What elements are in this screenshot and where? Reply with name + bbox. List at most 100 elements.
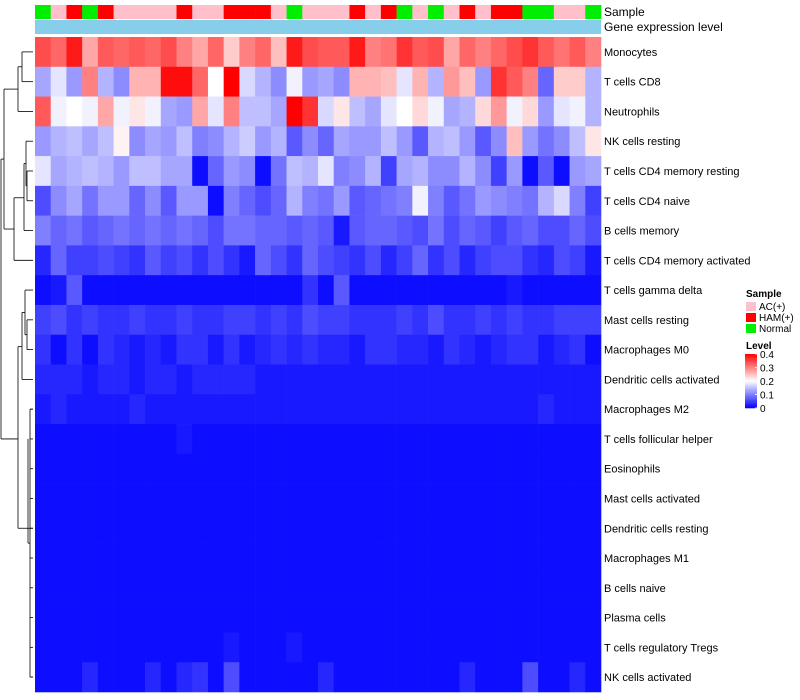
- heatmap-cell: [207, 364, 224, 395]
- heatmap-cell: [207, 513, 224, 544]
- heatmap-cell: [176, 453, 193, 484]
- heatmap-cell: [553, 364, 570, 395]
- heatmap-cell: [192, 543, 209, 574]
- heatmap-cell: [223, 602, 240, 633]
- heatmap-cell: [506, 632, 523, 663]
- heatmap-cell: [160, 543, 177, 574]
- heatmap-cell: [569, 453, 586, 484]
- heatmap-cell: [129, 215, 146, 246]
- heatmap-cell: [569, 572, 586, 603]
- heatmap-cell: [270, 662, 287, 693]
- heatmap-cell: [160, 66, 177, 97]
- heatmap-cell: [569, 632, 586, 663]
- heatmap-cell: [97, 334, 114, 365]
- heatmap-cell: [129, 572, 146, 603]
- heatmap-cell: [443, 632, 460, 663]
- heatmap-cell: [270, 334, 287, 365]
- heatmap-cell: [318, 453, 335, 484]
- heatmap-cell: [82, 602, 99, 633]
- heatmap-cell: [412, 513, 429, 544]
- legend-label: HAM(+): [759, 313, 794, 324]
- heatmap-cell: [286, 483, 303, 514]
- heatmap-cell: [412, 364, 429, 395]
- heatmap-cell: [396, 364, 413, 395]
- heatmap-cell: [553, 245, 570, 276]
- colorbar-segment: [745, 371, 757, 374]
- heatmap-cell: [569, 662, 586, 693]
- colorbar-segment: [745, 403, 757, 406]
- heatmap-cell: [412, 334, 429, 365]
- heatmap-cell: [538, 66, 555, 97]
- row-label: T cells CD4 naive: [604, 196, 690, 208]
- heatmap-cell: [82, 632, 99, 663]
- heatmap-cell: [66, 156, 83, 187]
- heatmap-cell: [302, 126, 319, 157]
- heatmap-cell: [349, 215, 366, 246]
- heatmap-cell: [333, 632, 350, 663]
- row-label: Macrophages M2: [604, 404, 689, 416]
- heatmap-cell: [428, 394, 445, 425]
- heatmap-cell: [223, 334, 240, 365]
- heatmap-cell: [113, 304, 130, 336]
- heatmap-cell: [35, 96, 52, 127]
- legend-label: AC(+): [759, 302, 785, 313]
- heatmap-cell: [365, 245, 382, 276]
- heatmap-cell: [270, 245, 287, 276]
- heatmap-cell: [475, 275, 492, 306]
- heatmap-cell: [443, 245, 460, 276]
- heatmap-cell: [176, 334, 193, 365]
- heatmap-cell: [223, 662, 240, 693]
- heatmap-cell: [443, 483, 460, 514]
- sample-annotation-cell: [365, 5, 382, 19]
- heatmap-cell: [160, 394, 177, 425]
- heatmap-cell: [255, 394, 272, 425]
- heatmap-cell: [538, 275, 555, 306]
- heatmap-cell: [459, 126, 476, 157]
- heatmap-cell: [145, 66, 162, 97]
- colorbar-segment: [745, 389, 757, 391]
- heatmap-cell: [538, 245, 555, 276]
- heatmap-cell: [302, 632, 319, 663]
- heatmap-cell: [506, 572, 523, 603]
- heatmap-cell: [522, 602, 539, 633]
- heatmap-cell: [286, 126, 303, 157]
- heatmap-cell: [255, 602, 272, 633]
- heatmap-cell: [475, 543, 492, 574]
- heatmap-cell: [553, 453, 570, 484]
- heatmap-cell: [113, 275, 130, 306]
- heatmap-cell: [50, 304, 67, 336]
- heatmap-cell: [490, 37, 507, 68]
- heatmap-cell: [239, 304, 256, 336]
- heatmap-cell: [553, 394, 570, 425]
- heatmap-cell: [349, 96, 366, 127]
- heatmap-cell: [239, 275, 256, 306]
- heatmap-cell: [412, 156, 429, 187]
- heatmap-cell: [255, 543, 272, 574]
- heatmap-cell: [585, 156, 602, 187]
- legend-swatch: [746, 302, 756, 311]
- heatmap-cell: [396, 572, 413, 603]
- heatmap-cell: [459, 394, 476, 425]
- heatmap-cell: [286, 96, 303, 127]
- heatmap-cell: [443, 572, 460, 603]
- sample-legend-items: AC(+)HAM(+)Normal: [746, 302, 794, 335]
- heatmap-cell: [97, 245, 114, 276]
- heatmap-cell: [286, 275, 303, 306]
- heatmap-cell: [97, 185, 114, 216]
- heatmap-cell: [35, 632, 52, 663]
- heatmap-cell: [475, 364, 492, 395]
- heatmap-cell: [255, 37, 272, 68]
- heatmap-cell: [176, 215, 193, 246]
- heatmap-cell: [97, 364, 114, 395]
- heatmap-cell: [270, 572, 287, 603]
- heatmap-cell: [145, 632, 162, 663]
- heatmap-cell: [349, 37, 366, 68]
- row-label: Eosinophils: [604, 464, 661, 476]
- heatmap-cell: [66, 483, 83, 514]
- heatmap-cell: [255, 483, 272, 514]
- heatmap-cell: [176, 424, 193, 455]
- heatmap-cell: [207, 304, 224, 336]
- heatmap-cell: [66, 453, 83, 484]
- colorbar-segment: [745, 399, 757, 402]
- heatmap-cell: [365, 364, 382, 395]
